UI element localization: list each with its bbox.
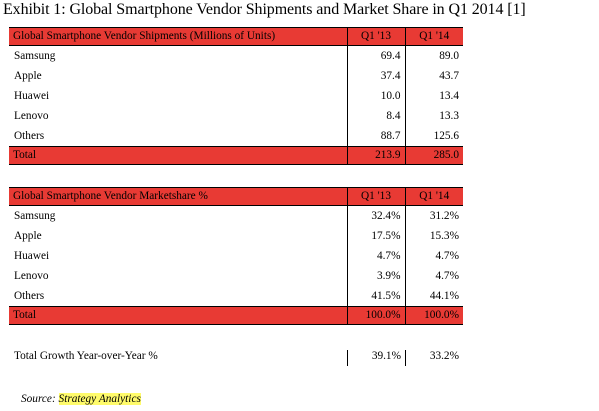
marketshare-total-row: Total 100.0% 100.0% <box>9 306 463 325</box>
total-label: Total <box>9 146 347 165</box>
exhibit-title: Exhibit 1: Global Smartphone Vendor Ship… <box>3 1 526 18</box>
total-q1-14: 100.0% <box>404 306 463 325</box>
vendor-label: Samsung <box>14 210 56 222</box>
vendor-label: Apple <box>14 70 42 82</box>
value-q1-14: 13.4 <box>404 86 463 106</box>
vendor-label: Huawei <box>14 90 50 102</box>
value-q1-14: 4.7% <box>404 266 463 286</box>
table-row: Others 41.5% 44.1% <box>9 286 463 307</box>
table-row: Samsung 69.4 89.0 <box>9 45 463 66</box>
value-q1-13: 8.4 <box>346 106 405 126</box>
column-divider <box>347 350 348 366</box>
table-row: Huawei 10.0 13.4 <box>9 86 463 106</box>
marketshare-header-row: Global Smartphone Vendor Marketshare % Q… <box>9 187 463 206</box>
vendor-label: Others <box>14 290 45 302</box>
value-q1-13: 41.5% <box>346 286 405 307</box>
vendor-label: Lenovo <box>14 270 49 282</box>
shipments-total-row: Total 213.9 285.0 <box>9 146 463 165</box>
marketshare-header-label: Global Smartphone Vendor Marketshare % <box>9 187 347 206</box>
shipments-header-q1-13: Q1 '13 <box>346 27 405 46</box>
value-q1-14: 4.7% <box>404 246 463 266</box>
table-row: Lenovo 8.4 13.3 <box>9 106 463 126</box>
table-row: Others 88.7 125.6 <box>9 126 463 147</box>
vendor-label: Huawei <box>14 250 50 262</box>
shipments-header-row: Global Smartphone Vendor Shipments (Mill… <box>9 27 463 46</box>
total-q1-13: 100.0% <box>346 306 405 325</box>
total-q1-14: 285.0 <box>404 146 463 165</box>
value-q1-14: 125.6 <box>404 126 463 147</box>
table-row: Apple 17.5% 15.3% <box>9 226 463 246</box>
source-prefix: Source: <box>21 393 59 405</box>
source-note: Source: Strategy Analytics <box>21 393 141 405</box>
value-q1-14: 89.0 <box>404 45 463 66</box>
shipments-header-q1-14: Q1 '14 <box>404 27 463 46</box>
value-q1-13: 88.7 <box>346 126 405 147</box>
vendor-label: Lenovo <box>14 110 49 122</box>
shipments-table: Global Smartphone Vendor Shipments (Mill… <box>9 27 463 165</box>
vendor-label: Apple <box>14 230 42 242</box>
value-q1-13: 69.4 <box>346 45 405 66</box>
marketshare-header-q1-14: Q1 '14 <box>404 187 463 206</box>
value-q1-14: 43.7 <box>404 66 463 86</box>
value-q1-14: 15.3% <box>404 226 463 246</box>
total-label: Total <box>9 306 347 325</box>
value-q1-13: 17.5% <box>346 226 405 246</box>
table-row: Apple 37.4 43.7 <box>9 66 463 86</box>
growth-q1-13: 39.1% <box>371 350 401 362</box>
value-q1-13: 4.7% <box>346 246 405 266</box>
total-q1-13: 213.9 <box>346 146 405 165</box>
value-q1-14: 13.3 <box>404 106 463 126</box>
value-q1-14: 31.2% <box>404 205 463 226</box>
growth-row: Total Growth Year-over-Year % 39.1% 33.2… <box>9 347 463 369</box>
shipments-header-label: Global Smartphone Vendor Shipments (Mill… <box>9 27 347 46</box>
growth-label: Total Growth Year-over-Year % <box>14 350 158 362</box>
marketshare-header-q1-13: Q1 '13 <box>346 187 405 206</box>
value-q1-13: 10.0 <box>346 86 405 106</box>
value-q1-13: 32.4% <box>346 205 405 226</box>
growth-q1-14: 33.2% <box>429 350 459 362</box>
table-row: Huawei 4.7% 4.7% <box>9 246 463 266</box>
marketshare-table: Global Smartphone Vendor Marketshare % Q… <box>9 187 463 325</box>
value-q1-14: 44.1% <box>404 286 463 307</box>
table-row: Samsung 32.4% 31.2% <box>9 205 463 226</box>
value-q1-13: 37.4 <box>346 66 405 86</box>
column-divider <box>405 350 406 366</box>
source-name: Strategy Analytics <box>58 393 141 405</box>
vendor-label: Others <box>14 130 45 142</box>
table-row: Lenovo 3.9% 4.7% <box>9 266 463 286</box>
value-q1-13: 3.9% <box>346 266 405 286</box>
vendor-label: Samsung <box>14 50 56 62</box>
